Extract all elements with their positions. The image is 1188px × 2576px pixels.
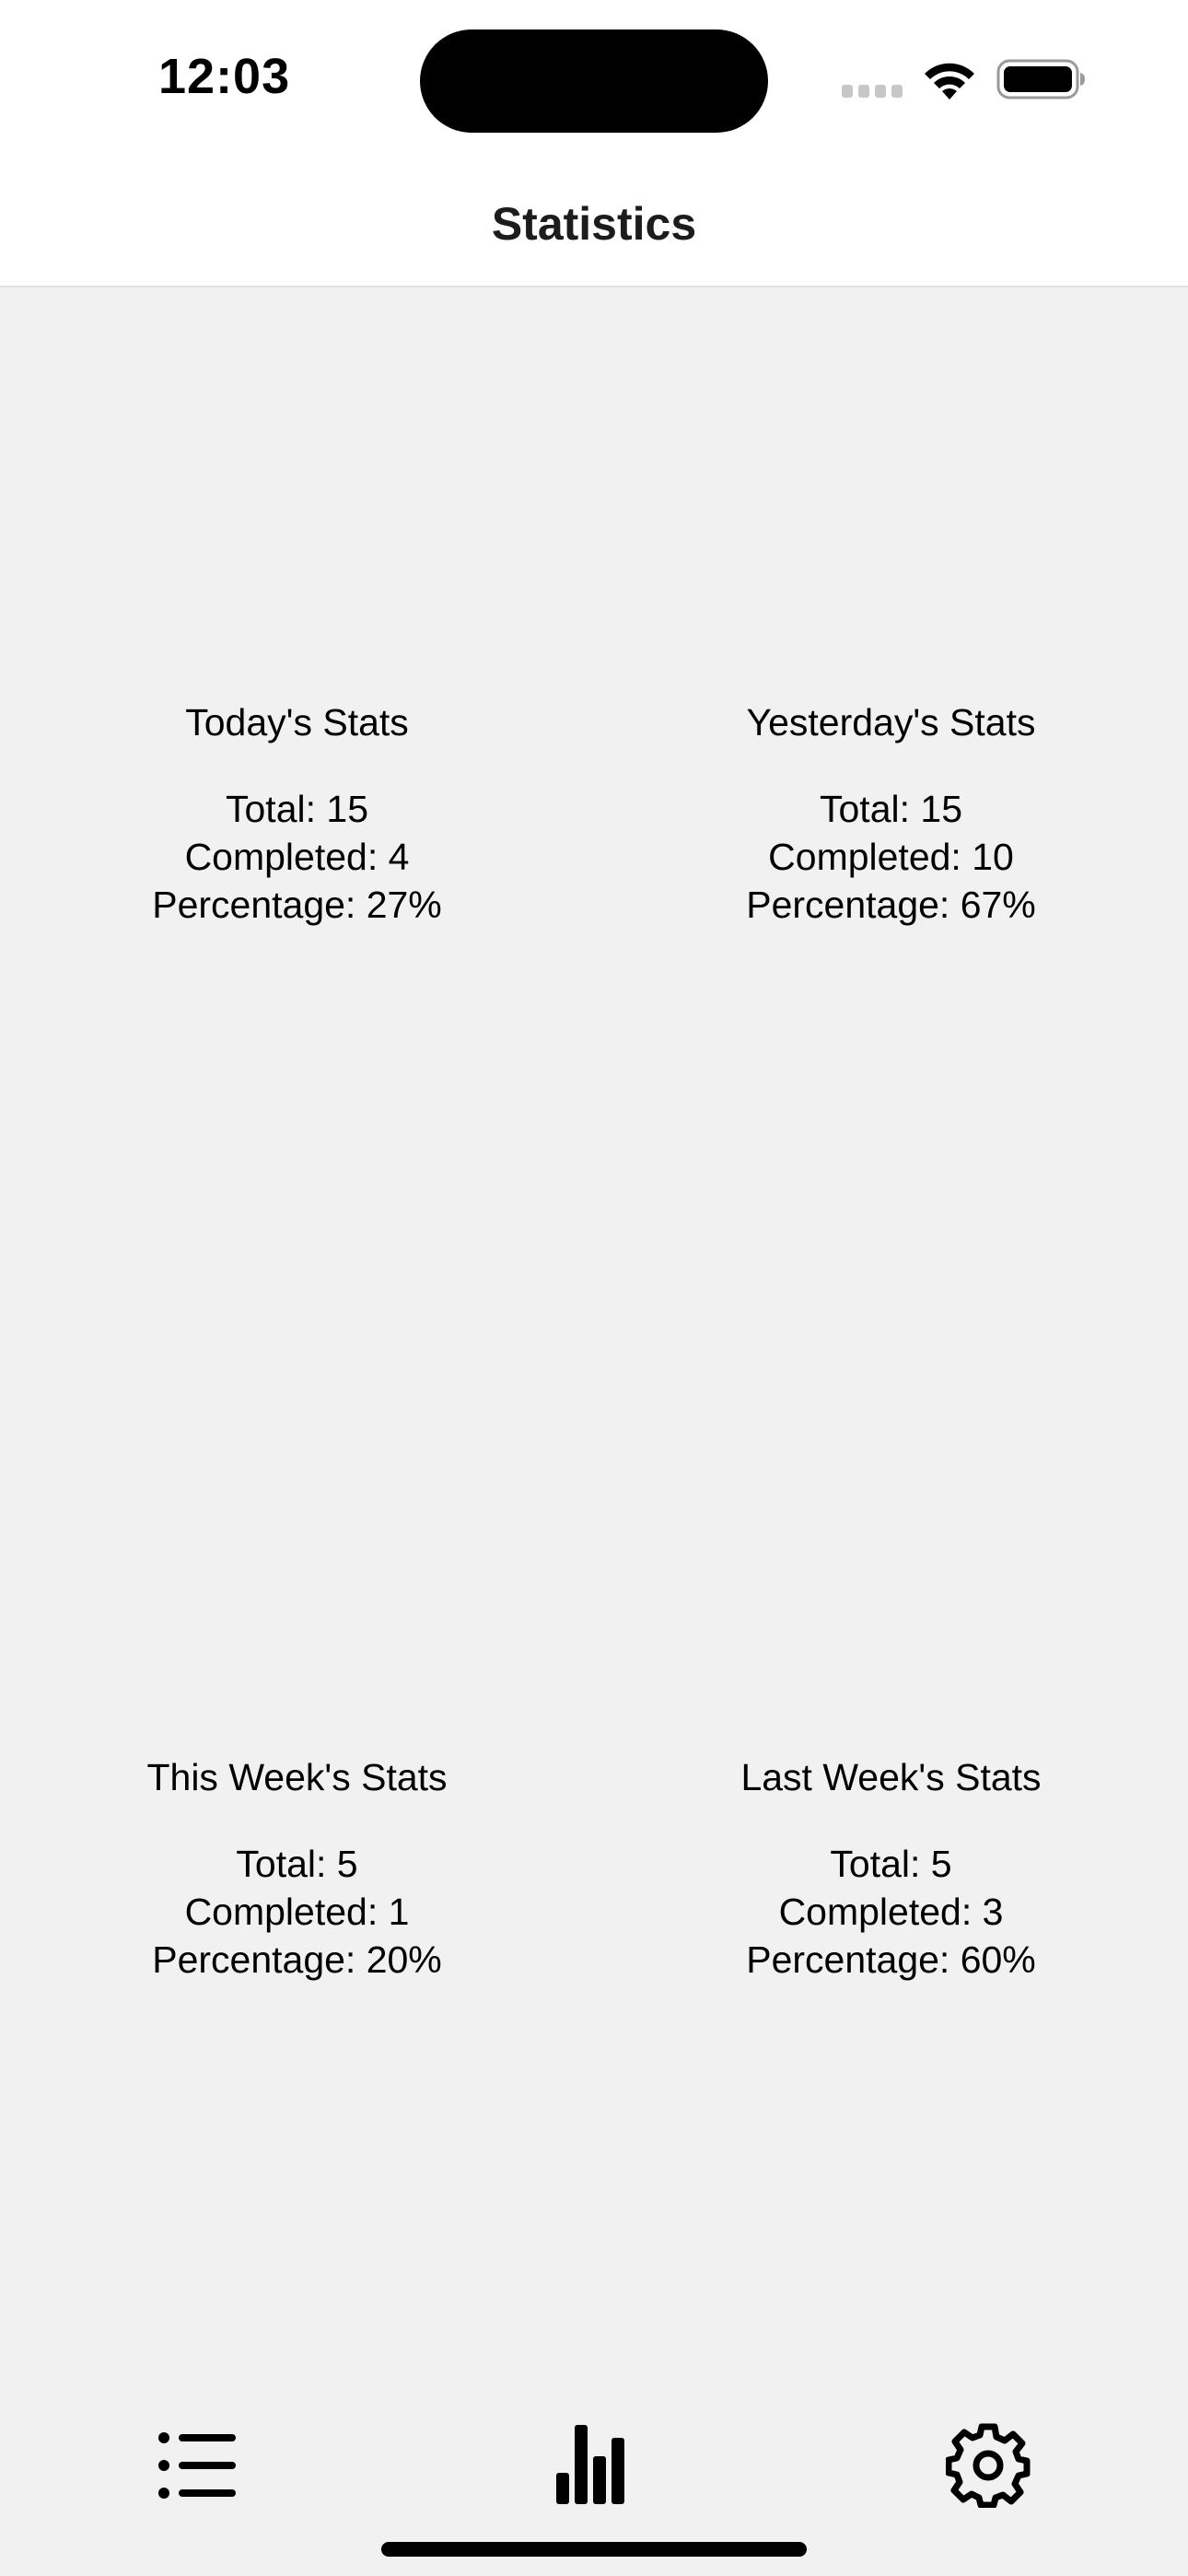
- stats-total: Total: 15: [226, 788, 368, 830]
- stats-total: Total: 5: [236, 1843, 358, 1885]
- stats-card-today: Today's Stats Total: 15 Completed: 4 Per…: [0, 698, 594, 929]
- stats-percentage: Percentage: 27%: [152, 884, 442, 926]
- stats-total: Total: 15: [820, 788, 962, 830]
- stats-percentage: Percentage: 67%: [746, 884, 1036, 926]
- battery-icon: [996, 59, 1085, 100]
- status-time: 12:03: [158, 49, 291, 104]
- navigation-bar: Statistics: [0, 166, 1188, 287]
- dynamic-island: [420, 29, 768, 133]
- bar-chart-icon[interactable]: [553, 2421, 626, 2504]
- stats-percentage: Percentage: 60%: [746, 1938, 1036, 1981]
- stats-card-yesterday: Yesterday's Stats Total: 15 Completed: 1…: [594, 698, 1188, 929]
- status-bar: 12:03: [0, 0, 1188, 166]
- stats-card-title: Yesterday's Stats: [746, 701, 1036, 744]
- stats-completed: Completed: 3: [778, 1891, 1004, 1933]
- list-icon[interactable]: [157, 2429, 239, 2502]
- stats-completed: Completed: 4: [184, 836, 410, 878]
- home-indicator[interactable]: [381, 2542, 807, 2557]
- stats-card-this-week: This Week's Stats Total: 5 Completed: 1 …: [0, 1753, 594, 1984]
- stats-card-title: Today's Stats: [185, 701, 409, 744]
- stats-card-title: Last Week's Stats: [740, 1756, 1042, 1798]
- wifi-icon: [925, 63, 974, 100]
- stats-card-title: This Week's Stats: [146, 1756, 448, 1798]
- stats-total: Total: 5: [830, 1843, 952, 1885]
- page-title: Statistics: [491, 198, 697, 250]
- stats-completed: Completed: 10: [768, 836, 1014, 878]
- tab-bar: [0, 2386, 1188, 2576]
- stats-percentage: Percentage: 20%: [152, 1938, 442, 1981]
- stats-card-last-week: Last Week's Stats Total: 5 Completed: 3 …: [594, 1753, 1188, 1984]
- gear-icon[interactable]: [946, 2423, 1031, 2508]
- cellular-signal-icon: [842, 85, 903, 98]
- stats-completed: Completed: 1: [184, 1891, 410, 1933]
